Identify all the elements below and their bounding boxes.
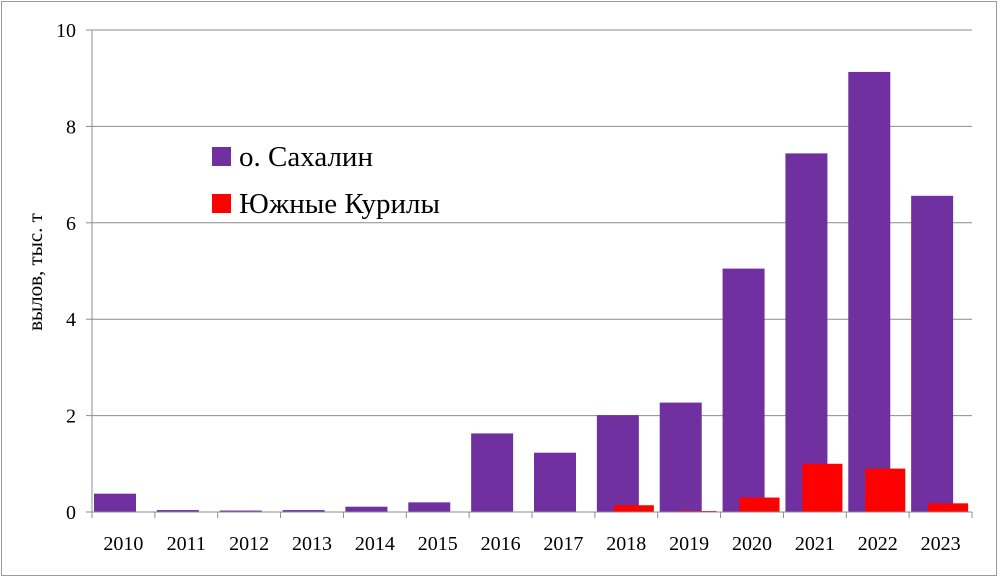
- y-tick-label: 10: [56, 20, 76, 42]
- x-tick-label: 2013: [292, 533, 332, 555]
- y-tick-labels: 0 2 4 6 8 10: [56, 20, 92, 524]
- bar-sakhalin: [785, 153, 828, 512]
- bar-sakhalin: [596, 415, 639, 512]
- bar-sakhalin: [408, 502, 451, 512]
- x-tick-label: 2010: [103, 533, 143, 555]
- legend-swatch-sakhalin: [212, 147, 231, 166]
- y-tick-label: 8: [66, 116, 76, 138]
- bar-south-kurils: [802, 463, 843, 512]
- y-tick-label: 6: [66, 213, 76, 235]
- legend-label-sakhalin: о. Сахалин: [239, 141, 373, 173]
- bar-sakhalin: [156, 510, 199, 512]
- bar-sakhalin: [471, 433, 514, 512]
- y-tick-label: 4: [66, 309, 76, 331]
- x-tick-labels: 2010 2011 2012 2013 2014 2015 2016 2017 2018 2019…: [103, 533, 960, 555]
- x-tick-label: 2014: [355, 533, 395, 555]
- x-axis: [91, 511, 973, 518]
- y-axis-label: вылов, тыс. т: [23, 213, 47, 331]
- bar-south-kurils: [613, 505, 654, 512]
- bar-sakhalin: [659, 402, 702, 512]
- x-tick-label: 2016: [481, 533, 521, 555]
- x-tick-label: 2015: [418, 533, 458, 555]
- bar-sakhalin: [911, 195, 954, 513]
- bars: [94, 71, 969, 513]
- y-tick-label: 0: [66, 502, 76, 524]
- bar-south-kurils: [928, 503, 969, 512]
- bar-sakhalin: [722, 268, 765, 512]
- bar-sakhalin: [848, 71, 891, 513]
- y-tick-label: 2: [66, 406, 76, 428]
- x-tick-label: 2020: [732, 533, 772, 555]
- bar-sakhalin: [345, 506, 388, 512]
- bar-south-kurils: [739, 497, 780, 512]
- x-tick-label: 2019: [669, 533, 709, 555]
- bar-south-kurils: [865, 468, 906, 512]
- legend-swatch-south-kurils: [212, 194, 231, 213]
- x-tick-label: 2022: [858, 533, 898, 555]
- bar-sakhalin: [534, 452, 576, 512]
- legend-label-south-kurils: Южные Курилы: [239, 188, 440, 220]
- x-tick-label: 2011: [167, 533, 206, 555]
- bar-sakhalin: [219, 510, 262, 512]
- legend: о. Сахалин Южные Курилы: [212, 141, 440, 220]
- x-tick-label: 2017: [543, 533, 583, 555]
- x-tick-label: 2023: [921, 533, 961, 555]
- gridlines: [91, 29, 972, 512]
- x-tick-label: 2021: [795, 533, 835, 555]
- bar-sakhalin: [94, 493, 136, 512]
- bar-sakhalin: [282, 510, 325, 512]
- x-tick-label: 2012: [229, 533, 269, 555]
- x-tick-label: 2018: [606, 533, 646, 555]
